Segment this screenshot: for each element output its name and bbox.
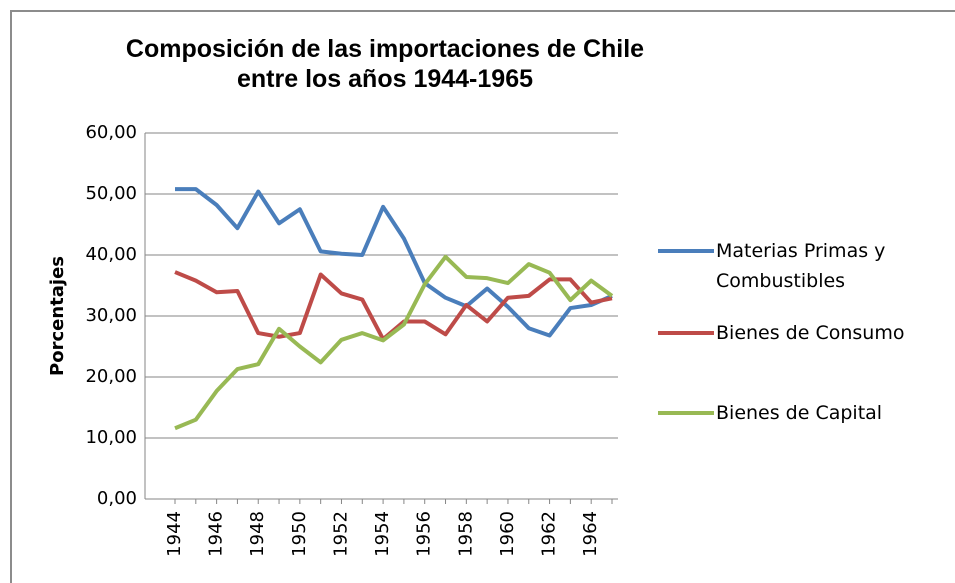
y-tick-label: 40,00 [85,244,137,265]
series-line [175,187,613,338]
series-line [174,270,613,342]
x-tick-label: 1960 [497,511,518,557]
legend-swatch [658,411,714,415]
legend-swatch [658,249,714,253]
y-tick-label: 50,00 [85,183,137,204]
y-axis-label: Porcentajes [47,256,68,376]
y-tick-label: 20,00 [85,366,137,387]
x-tick-label: 1944 [164,511,185,557]
x-tick-label: 1950 [289,511,310,557]
y-tick-label: 30,00 [85,305,137,326]
y-tick-label: 10,00 [85,427,137,448]
legend-swatch [658,331,714,335]
x-tick-label: 1964 [580,511,601,557]
legend-label: Bienes de Capital [716,402,883,424]
legend-label: Materias Primas y Combustibles [716,240,886,292]
legend-label: Bienes de Consumo [716,322,905,344]
y-tick-label: 0,00 [97,488,137,509]
x-tick-label: 1954 [372,511,393,557]
y-tick-label: 60,00 [85,122,137,143]
x-tick-label: 1956 [414,511,435,557]
chart-frame [10,10,955,583]
x-tick-label: 1948 [247,511,268,557]
x-tick-label: 1952 [330,511,351,557]
x-tick-label: 1946 [206,511,227,557]
x-tick-label: 1958 [455,511,476,557]
series-line [174,254,614,431]
chart-title: Composición de las importaciones de Chil… [125,35,645,93]
x-tick-label: 1962 [539,511,560,557]
